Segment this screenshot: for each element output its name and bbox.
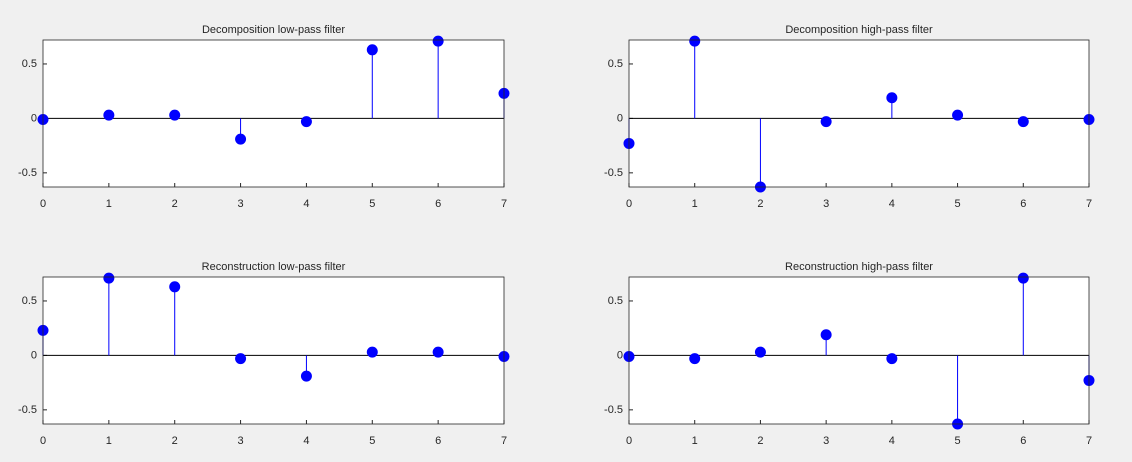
- axes-background: [629, 277, 1089, 424]
- x-tick-label: 3: [823, 198, 829, 210]
- axes-background: [43, 40, 504, 187]
- chart-title: Reconstruction low-pass filter: [202, 261, 346, 273]
- chart-title: Reconstruction high-pass filter: [785, 261, 933, 273]
- axes-frame: [628, 39, 1090, 188]
- stem-marker: [1017, 272, 1029, 284]
- axes-background: [629, 40, 1089, 187]
- y-tick-label: -0.5: [604, 167, 623, 179]
- x-tick-label: 6: [1020, 198, 1026, 210]
- x-tick-label: 6: [1020, 435, 1026, 447]
- stem-marker: [432, 35, 444, 47]
- stem-marker: [169, 109, 181, 121]
- x-tick-label: 3: [238, 198, 244, 210]
- x-tick-label: 4: [889, 435, 895, 447]
- stem-marker: [366, 44, 378, 56]
- x-tick-label: 0: [626, 198, 632, 210]
- x-tick-label: 5: [955, 198, 961, 210]
- x-tick-label: 3: [238, 435, 244, 447]
- stem-marker: [103, 272, 115, 284]
- x-tick-label: 7: [501, 198, 507, 210]
- y-tick-label: 0.5: [22, 295, 37, 307]
- x-tick-label: 6: [435, 198, 441, 210]
- x-tick-label: 1: [106, 198, 112, 210]
- axes-frame: [628, 276, 1090, 425]
- y-tick-label: -0.5: [18, 167, 37, 179]
- x-tick-label: 0: [626, 435, 632, 447]
- stem-marker: [235, 133, 247, 145]
- y-tick-label: 0: [617, 112, 623, 124]
- y-tick-label: -0.5: [18, 404, 37, 416]
- stem-marker: [886, 353, 898, 365]
- x-tick-label: 5: [955, 435, 961, 447]
- y-tick-label: 0: [31, 349, 37, 361]
- stem-marker: [754, 346, 766, 358]
- stem-marker: [366, 346, 378, 358]
- x-tick-label: 7: [1086, 198, 1092, 210]
- y-tick-label: 0.5: [608, 58, 623, 70]
- x-tick-label: 2: [172, 435, 178, 447]
- stem-marker: [235, 353, 247, 365]
- x-tick-label: 5: [369, 435, 375, 447]
- x-tick-label: 0: [40, 198, 46, 210]
- x-tick-label: 1: [692, 435, 698, 447]
- stem-marker: [689, 353, 701, 365]
- stem-marker: [689, 35, 701, 47]
- stem-marker: [169, 281, 181, 293]
- stem-marker: [820, 116, 832, 128]
- y-tick-label: 0: [617, 349, 623, 361]
- axes-background: [43, 277, 504, 424]
- axes-frame: [42, 39, 505, 188]
- x-tick-label: 7: [501, 435, 507, 447]
- stem-marker: [952, 109, 964, 121]
- x-tick-label: 2: [757, 435, 763, 447]
- y-tick-label: 0.5: [22, 58, 37, 70]
- x-tick-label: 2: [757, 198, 763, 210]
- stem-marker: [300, 116, 312, 128]
- y-tick-label: 0: [31, 112, 37, 124]
- x-tick-label: 5: [369, 198, 375, 210]
- x-tick-label: 4: [303, 198, 309, 210]
- chart-title: Decomposition low-pass filter: [202, 24, 345, 36]
- chart-title: Decomposition high-pass filter: [785, 24, 933, 36]
- stem-marker: [300, 370, 312, 382]
- y-tick-label: -0.5: [604, 404, 623, 416]
- x-tick-label: 1: [106, 435, 112, 447]
- x-tick-label: 7: [1086, 435, 1092, 447]
- stem-marker: [1017, 116, 1029, 128]
- x-tick-label: 6: [435, 435, 441, 447]
- x-tick-label: 1: [692, 198, 698, 210]
- x-tick-label: 4: [889, 198, 895, 210]
- x-tick-label: 4: [303, 435, 309, 447]
- stem-marker: [432, 346, 444, 358]
- x-tick-label: 2: [172, 198, 178, 210]
- x-tick-label: 3: [823, 435, 829, 447]
- stem-marker: [103, 109, 115, 121]
- stem-marker: [886, 92, 898, 104]
- axes-frame: [42, 276, 505, 425]
- x-tick-label: 0: [40, 435, 46, 447]
- y-tick-label: 0.5: [608, 295, 623, 307]
- stem-marker: [820, 329, 832, 341]
